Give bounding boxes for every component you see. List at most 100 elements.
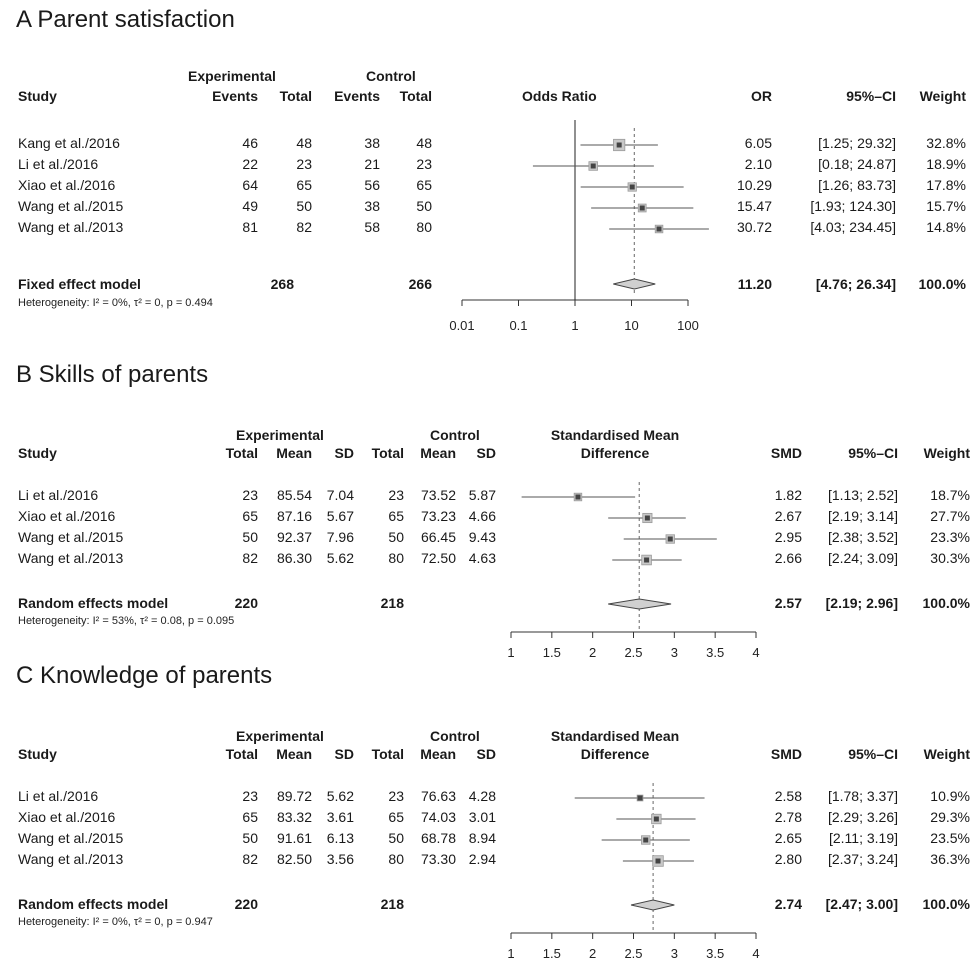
total-exp: 65 [296,177,312,193]
header-study: Study [18,445,57,461]
pooled-diamond [608,598,672,610]
total-exp: 65 [242,809,258,825]
pooled-total-ctrl: 218 [380,896,404,912]
weight-value: 18.9% [926,156,966,172]
header-effect: OR [751,88,772,104]
mean-exp: 82.50 [276,851,312,867]
events-ctrl: 58 [364,219,380,235]
x-tick-label: 3 [671,645,678,660]
study-name: Li et al./2016 [18,156,99,172]
ci-value: [2.38; 3.52] [827,529,898,545]
study-point-estimate [644,557,650,563]
x-tick-label: 3 [671,946,678,961]
total-ctrl: 65 [416,177,432,193]
study-name: Li et al./2016 [18,788,99,804]
mean-ctrl: 66.45 [420,529,456,545]
ci-value: [1.25; 29.32] [818,135,896,151]
pooled-label: Random effects model [18,896,169,912]
effect-value: 1.82 [774,487,802,503]
sd-exp: 3.56 [326,851,354,867]
header-total-exp: Total [225,445,258,461]
pooled-weight: 100.0% [922,896,970,912]
weight-value: 36.3% [930,851,970,867]
mean-exp: 87.16 [276,508,312,524]
header-plot-label-line1: Standardised Mean [550,728,680,744]
mean-ctrl: 72.50 [420,550,456,566]
sd-ctrl: 9.43 [468,529,496,545]
mean-exp: 89.72 [276,788,312,804]
pooled-weight: 100.0% [922,595,970,611]
ci-value: [2.11; 3.19] [828,830,898,846]
header-plot-label-line2: Difference [580,445,650,461]
pooled-total-exp: 220 [234,595,258,611]
header-group-experimental: Experimental [236,728,324,744]
pooled-label: Random effects model [18,595,169,611]
x-tick-label: 0.01 [449,318,474,333]
study-point-estimate [644,515,650,521]
study-name: Wang et al./2013 [18,550,124,566]
study-name: Li et al./2016 [18,487,99,503]
mean-ctrl: 73.30 [420,851,456,867]
events-exp: 49 [242,198,258,214]
study-point-estimate [653,816,659,822]
header-ci: 95%–CI [848,746,898,762]
forest-panel-b: B Skills of parents Experimental Control… [0,345,980,660]
sd-exp: 5.67 [326,508,354,524]
heterogeneity-text: Heterogeneity: I² = 53%, τ² = 0.08, p = … [18,615,235,627]
total-ctrl: 23 [416,156,432,172]
header-sd-ctrl: SD [476,445,496,461]
x-tick-label: 2.5 [624,645,642,660]
sd-ctrl: 2.94 [468,851,496,867]
study-point-estimate [616,142,622,148]
mean-ctrl: 73.23 [420,508,456,524]
header-events-ctrl: Events [334,88,380,104]
total-exp: 23 [242,788,258,804]
study-point-estimate [667,536,673,542]
study-name: Kang et al./2016 [18,135,120,151]
ci-value: [1.13; 2.52] [827,487,898,503]
effect-value: 30.72 [736,219,772,235]
events-ctrl: 56 [364,177,380,193]
header-study: Study [18,88,57,104]
weight-value: 23.5% [930,830,970,846]
forest-panel-a: A Parent satisfaction Experimental Contr… [0,0,980,345]
ci-value: [2.29; 3.26] [827,809,898,825]
forest-plot-c: 1 1.5 2 2.5 3 3.5 4 [507,783,760,961]
mean-exp: 91.61 [276,830,312,846]
weight-value: 27.7% [930,508,970,524]
mean-ctrl: 73.52 [420,487,456,503]
sd-exp: 5.62 [326,788,354,804]
header-group-control: Control [430,427,480,443]
pooled-weight: 100.0% [918,276,966,292]
weight-value: 14.8% [926,219,966,235]
events-ctrl: 38 [364,135,380,151]
ci-value: [2.37; 3.24] [827,851,898,867]
header-plot-label: Odds Ratio [522,88,597,104]
sd-exp: 7.96 [326,529,354,545]
pooled-total-ctrl: 266 [408,276,432,292]
heterogeneity-text: Heterogeneity: I² = 0%, τ² = 0, p = 0.49… [18,297,213,309]
pooled-total-exp: 268 [270,276,294,292]
study-point-estimate [656,226,662,232]
x-tick-label: 2 [589,946,596,961]
header-mean-exp: Mean [276,445,312,461]
total-exp: 48 [296,135,312,151]
x-tick-label: 0.1 [509,318,527,333]
study-name: Xiao et al./2016 [18,177,116,193]
pooled-ci: [2.19; 2.96] [825,595,898,611]
total-ctrl: 23 [388,487,404,503]
total-exp: 82 [296,219,312,235]
header-sd-ctrl: SD [476,746,496,762]
header-study: Study [18,746,57,762]
ci-value: [1.26; 83.73] [818,177,896,193]
mean-ctrl: 76.63 [420,788,456,804]
ci-value: [2.19; 3.14] [827,508,898,524]
total-exp: 23 [296,156,312,172]
events-exp: 46 [242,135,258,151]
header-mean-ctrl: Mean [420,445,456,461]
x-tick-label: 1 [507,946,514,961]
pooled-total-ctrl: 218 [380,595,404,611]
study-point-estimate [629,184,635,190]
study-name: Xiao et al./2016 [18,809,116,825]
header-weight: Weight [919,88,966,104]
